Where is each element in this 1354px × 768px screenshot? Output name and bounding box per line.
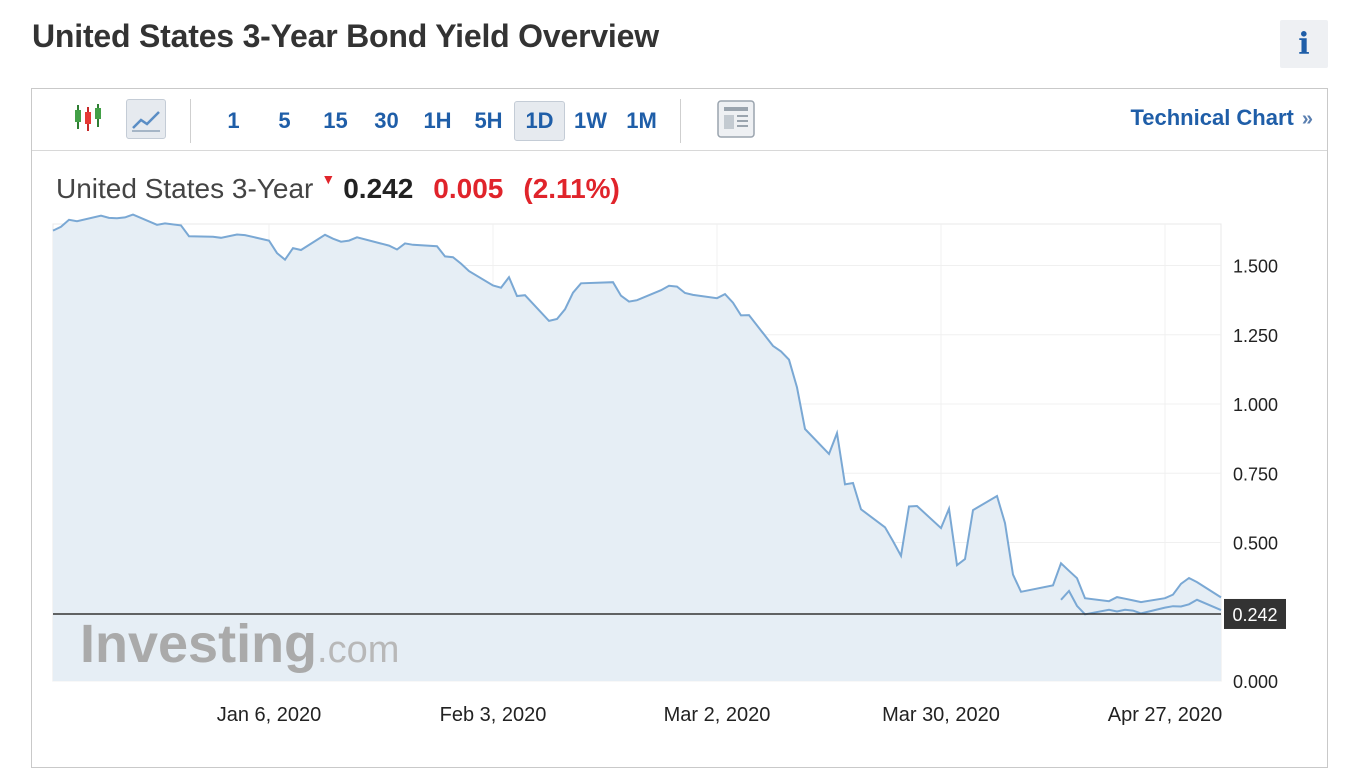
quote-header: United States 3-Year ▼ 0.242 0.005 (2.11… (56, 169, 620, 209)
investing-logo: Investing.com (80, 614, 399, 674)
investing-logo-brand: Investing (80, 614, 317, 674)
price-area (53, 214, 1221, 681)
interval-5h[interactable]: 5H (474, 108, 503, 133)
interval-1d[interactable]: 1D (514, 101, 565, 141)
interval-5[interactable]: 5 (278, 108, 291, 133)
toolbar-separator (680, 99, 681, 143)
y-tick-label: 1.000 (1233, 395, 1278, 415)
page-title: United States 3-Year Bond Yield Overview (32, 18, 659, 54)
chevron-right-icon: » (1301, 108, 1313, 130)
chart-widget: 1 5 15 30 1H 5H 1D 1W 1M Technical Chart» United… (31, 88, 1328, 768)
price-change: 0.005 (433, 173, 504, 204)
candlestick-chart-icon[interactable] (68, 99, 108, 139)
down-arrow-icon: ▼ (321, 171, 336, 187)
y-tick-label: 0.500 (1233, 534, 1278, 554)
last-price-label-bg (1224, 598, 1286, 629)
last-price-label: 0.242 (1232, 605, 1277, 625)
interval-1h[interactable]: 1H (423, 108, 452, 133)
toolbar-separator (190, 99, 191, 143)
price-line-recent (1060, 589, 1222, 616)
technical-chart-label: Technical Chart (1130, 105, 1294, 130)
x-tick-label: Mar 30, 2020 (882, 704, 1000, 726)
price-line (52, 213, 1222, 604)
interval-15[interactable]: 15 (323, 108, 348, 133)
investing-logo-suffix: .com (317, 629, 399, 671)
interval-1m[interactable]: 1M (626, 108, 657, 133)
x-tick-label: Jan 6, 2020 (217, 704, 322, 726)
x-tick-label: Mar 2, 2020 (664, 704, 771, 726)
news-overlay-icon[interactable] (716, 99, 756, 139)
y-tick-label: 1.500 (1233, 257, 1278, 277)
price-change-percent: (2.11%) (523, 173, 620, 204)
y-tick-label: 0.000 (1233, 672, 1278, 692)
x-tick-label: Apr 27, 2020 (1108, 704, 1223, 726)
instrument-name: United States 3-Year (56, 173, 314, 204)
info-icon[interactable]: i (1280, 20, 1328, 68)
interval-1w[interactable]: 1W (574, 108, 607, 133)
interval-selector: 1 5 15 30 1H 5H 1D 1W 1M (208, 101, 667, 141)
line-chart-icon[interactable] (126, 99, 166, 139)
interval-1[interactable]: 1 (227, 108, 240, 133)
y-tick-label: 0.750 (1233, 464, 1278, 484)
y-tick-label: 1.250 (1233, 326, 1278, 346)
x-tick-label: Feb 3, 2020 (440, 704, 547, 726)
chart-toolbar: 1 5 15 30 1H 5H 1D 1W 1M Technical Chart» (32, 89, 1327, 151)
interval-30[interactable]: 30 (374, 108, 399, 133)
technical-chart-link[interactable]: Technical Chart » (1130, 105, 1313, 131)
last-price: 0.242 (343, 173, 414, 204)
